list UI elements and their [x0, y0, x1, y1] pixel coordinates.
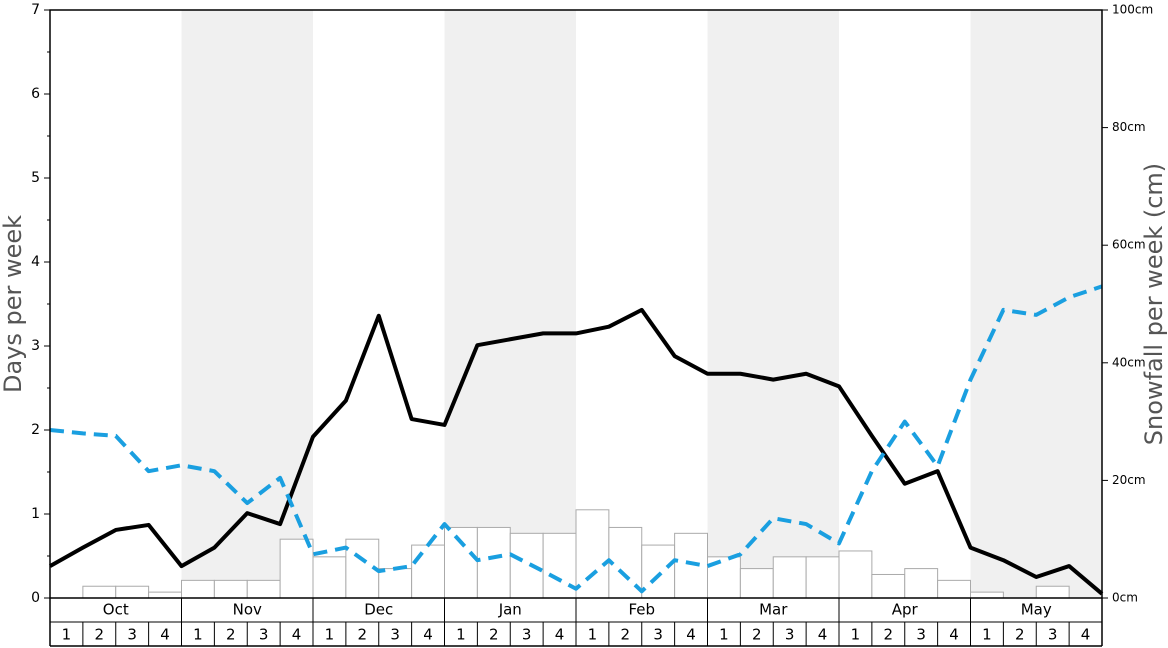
bar [805, 556, 840, 599]
week-label: 2 [95, 626, 105, 644]
month-label: Feb [628, 601, 655, 619]
week-label: 3 [259, 626, 269, 644]
bar [444, 526, 478, 599]
bar [937, 579, 971, 599]
week-label: 4 [555, 626, 565, 644]
week-label: 1 [62, 626, 72, 644]
week-label: 3 [653, 626, 663, 644]
bar [378, 568, 413, 599]
week-label: 2 [884, 626, 894, 644]
bar [312, 556, 347, 599]
month-label: Dec [364, 601, 393, 619]
week-label: 3 [1048, 626, 1058, 644]
y-tick-label: 3 [31, 338, 40, 354]
bar [115, 585, 150, 599]
week-label: 1 [193, 626, 203, 644]
week-label: 4 [423, 626, 433, 644]
week-label: 2 [489, 626, 499, 644]
week-label: 1 [851, 626, 861, 644]
y-tick-label: 7 [31, 2, 40, 18]
week-label: 3 [916, 626, 926, 644]
week-label: 4 [292, 626, 302, 644]
bar [148, 591, 182, 599]
y2-tick-label: 100cm [1112, 3, 1153, 17]
week-label: 3 [127, 626, 137, 644]
y-tick-label: 4 [31, 254, 40, 270]
y2-tick-label: 20cm [1112, 473, 1146, 487]
bar [181, 579, 215, 599]
week-label: 2 [226, 626, 236, 644]
week-label: 1 [588, 626, 598, 644]
month-label: Jan [498, 601, 522, 619]
month-label: Apr [892, 601, 919, 619]
week-label: 1 [456, 626, 466, 644]
y-tick-label: 2 [31, 422, 40, 438]
y-axis-title: Days per week [0, 215, 27, 393]
week-label: 3 [785, 626, 795, 644]
y-tick-label: 6 [31, 86, 40, 102]
month-band [444, 10, 576, 598]
week-label: 4 [1081, 626, 1091, 644]
y2-tick-label: 40cm [1112, 355, 1146, 369]
bar [641, 544, 676, 599]
bar [904, 568, 939, 599]
y2-tick-label: 60cm [1112, 238, 1146, 252]
bar [213, 579, 248, 599]
week-label: 1 [982, 626, 992, 644]
bar [509, 532, 544, 599]
week-label: 2 [621, 626, 631, 644]
bar [970, 591, 1004, 599]
line-series [49, 307, 1104, 596]
y-tick-label: 5 [31, 170, 40, 186]
week-label: 2 [358, 626, 368, 644]
month-band [970, 10, 1102, 598]
bar [476, 526, 511, 599]
week-label: 4 [949, 626, 959, 644]
bar [279, 538, 314, 599]
week-label: 1 [325, 626, 335, 644]
week-label: 4 [160, 626, 170, 644]
week-label: 3 [390, 626, 400, 644]
month-band [181, 10, 313, 598]
week-label: 4 [818, 626, 828, 644]
bar [575, 509, 610, 599]
bar [772, 556, 807, 599]
week-label: 1 [719, 626, 729, 644]
month-label: Nov [233, 601, 262, 619]
bar [411, 544, 445, 599]
bar [739, 568, 774, 599]
week-label: 2 [1015, 626, 1025, 644]
bar [246, 579, 281, 599]
y2-axis-title: Snowfall per week (cm) [1140, 163, 1168, 445]
y2-tick-label: 80cm [1112, 120, 1146, 134]
week-label: 3 [522, 626, 532, 644]
bar [871, 573, 906, 599]
week-label: 2 [752, 626, 762, 644]
month-label: Oct [103, 601, 129, 619]
y2-tick-label: 0cm [1112, 591, 1138, 605]
month-band [707, 10, 839, 598]
bar [674, 532, 708, 599]
bar [1035, 585, 1070, 599]
month-label: Mar [759, 601, 788, 619]
bar [82, 585, 117, 599]
line-series [49, 284, 1103, 594]
bar [838, 550, 873, 599]
week-label: 4 [686, 626, 696, 644]
y-tick-label: 0 [31, 590, 40, 606]
month-label: May [1021, 601, 1052, 619]
y-tick-label: 1 [31, 506, 40, 522]
